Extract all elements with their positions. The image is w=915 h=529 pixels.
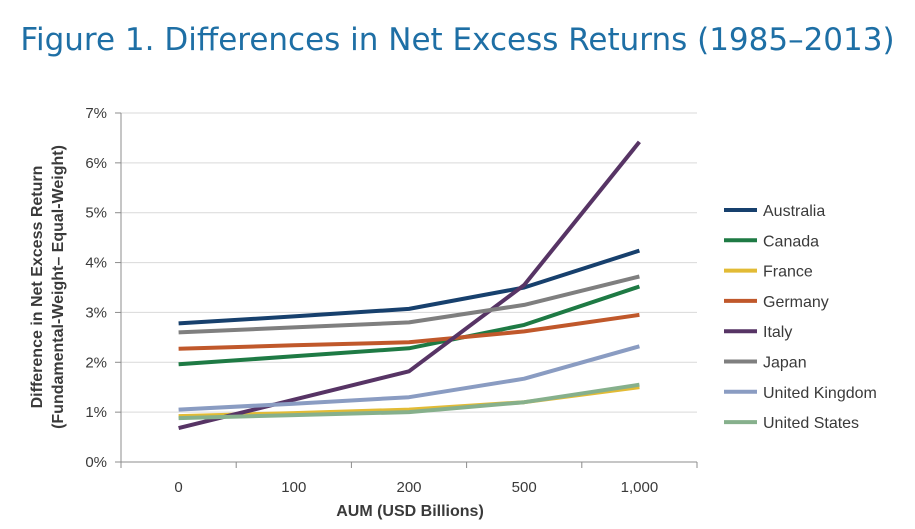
y-tick-label: 6%: [85, 155, 107, 172]
legend-label: Canada: [763, 233, 819, 250]
series-lines: [178, 140, 641, 431]
y-axis-title-line2: (Fundamental-Weight– Equal-Weight): [50, 145, 67, 429]
legend-label: Italy: [763, 324, 792, 341]
y-tick-label: 7%: [85, 105, 107, 122]
series-line-canada: [178, 284, 641, 367]
axes: [115, 112, 698, 468]
y-tick-label: 2%: [85, 354, 107, 371]
y-tick-labels: 0% 1% 2% 3% 4% 5% 6% 7%: [85, 105, 107, 471]
y-tick-label: 3%: [85, 304, 107, 321]
x-tick-label: 0: [174, 479, 182, 496]
y-axis-title-line1: Difference in Net Excess Return: [29, 166, 46, 409]
y-tick-label: 0%: [85, 454, 107, 471]
x-tick-label: 1,000: [621, 479, 659, 496]
legend-label: United Kingdom: [763, 385, 877, 402]
legend-label: Australia: [763, 203, 825, 220]
legend: Australia Canada France Germany Italy Japan Un…: [724, 203, 877, 432]
series-line-japan: [178, 274, 640, 335]
x-tick-label: 100: [281, 479, 306, 496]
series-line-united-states: [178, 382, 640, 421]
x-tick-label: 200: [396, 479, 421, 496]
series-line-united-kingdom: [178, 344, 640, 412]
legend-label: Germany: [763, 294, 829, 311]
x-axis-title: AUM (USD Billions): [336, 503, 484, 520]
y-tick-label: 5%: [85, 205, 107, 222]
y-tick-label: 1%: [85, 404, 107, 421]
x-tick-labels: 0 100 200 500 1,000: [174, 479, 658, 496]
series-line-italy: [178, 140, 641, 431]
series-line-australia: [178, 248, 641, 326]
x-tick-label: 500: [512, 479, 537, 496]
legend-label: France: [763, 264, 813, 281]
legend-label: Japan: [763, 355, 807, 372]
page-title: Figure 1. Differences in Net Excess Retu…: [20, 22, 895, 58]
legend-label: United States: [763, 415, 859, 432]
series-line-germany: [178, 312, 640, 351]
y-tick-label: 4%: [85, 255, 107, 272]
gridlines: [121, 112, 697, 413]
